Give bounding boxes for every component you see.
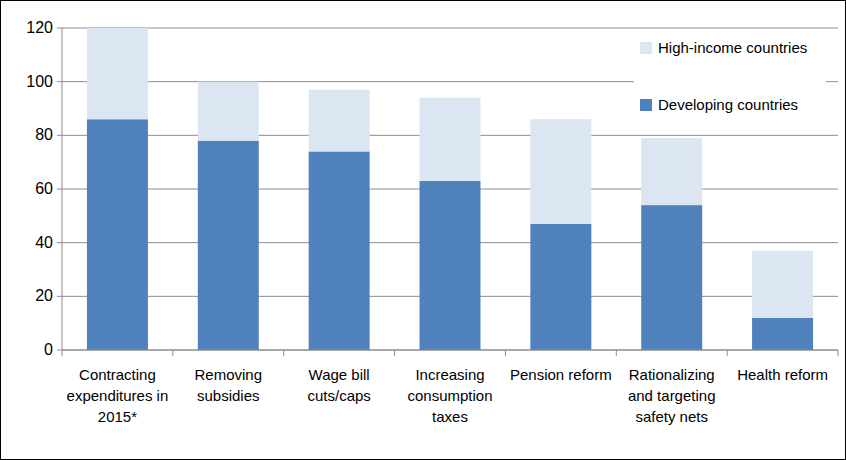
legend-bg — [634, 34, 826, 120]
legend-label: Developing countries — [658, 96, 798, 113]
y-tick-label: 100 — [26, 73, 53, 90]
x-tick-label: Health reform — [737, 366, 828, 383]
y-tick-label: 40 — [35, 234, 53, 251]
x-tick — [727, 350, 728, 356]
bar — [87, 28, 148, 119]
chart: 0 20 40 60 80 100 120 Contracting expenditures i… — [0, 0, 846, 460]
label-line: taxes — [432, 408, 468, 425]
grid-line — [62, 350, 838, 351]
bar — [309, 151, 370, 350]
x-tick — [283, 350, 284, 356]
bar — [420, 181, 481, 350]
bar — [641, 205, 702, 350]
label-line: Rationalizing — [629, 366, 715, 383]
label-line: Wage bill — [309, 366, 370, 383]
y-tick-label: 80 — [35, 126, 53, 143]
bar — [752, 318, 813, 350]
bar — [530, 224, 591, 350]
bar — [530, 119, 591, 224]
y-tick — [57, 28, 62, 29]
label-line: and targeting — [628, 387, 716, 404]
frame — [1, 1, 846, 460]
y-tick-label: 0 — [44, 341, 53, 358]
y-tick-label: 120 — [26, 19, 53, 36]
bar — [198, 141, 259, 350]
bar — [309, 90, 370, 152]
y-tick-label: 60 — [35, 180, 53, 197]
bar — [198, 82, 259, 141]
y-tick — [57, 296, 62, 297]
y-tick — [57, 350, 62, 351]
bar — [641, 138, 702, 205]
label-line: expenditures in — [67, 387, 169, 404]
bar — [87, 119, 148, 350]
label-line: safety nets — [635, 408, 708, 425]
label-line: consumption — [407, 387, 492, 404]
label-line: Removing — [195, 366, 263, 383]
label-line: cuts/caps — [307, 387, 370, 404]
label-line: Increasing — [415, 366, 484, 383]
bar — [420, 98, 481, 181]
y-tick — [57, 189, 62, 190]
grid-line — [62, 28, 838, 29]
x-tick-label: Increasing consumption taxes — [407, 366, 492, 425]
x-tick — [394, 350, 395, 356]
label-line: Pension reform — [510, 366, 612, 383]
y-tick — [57, 135, 62, 136]
x-tick — [616, 350, 617, 356]
x-tick — [505, 350, 506, 356]
legend-swatch — [640, 99, 652, 111]
label-line: 2015* — [98, 408, 137, 425]
x-tick-label: Rationalizing and targeting safety nets — [628, 366, 716, 425]
y-tick — [57, 81, 62, 82]
label-line: Contracting — [79, 366, 156, 383]
label-line: Health reform — [737, 366, 828, 383]
legend: High-income countries Developing countrie… — [634, 34, 826, 120]
x-axis — [62, 350, 838, 351]
x-tick — [172, 350, 173, 356]
x-tick-label: Wage bill cuts/caps — [307, 366, 370, 404]
y-tick-label: 20 — [35, 287, 53, 304]
x-tick-label: Contracting expenditures in 2015* — [67, 366, 169, 425]
legend-label: High-income countries — [658, 39, 807, 56]
label-line: subsidies — [197, 387, 260, 404]
x-tick-label: Removing subsidies — [195, 366, 263, 404]
bar — [752, 251, 813, 318]
x-tick-label: Pension reform — [510, 366, 612, 383]
x-tick — [838, 350, 839, 356]
legend-swatch — [640, 42, 652, 54]
y-tick — [57, 242, 62, 243]
y-axis — [62, 28, 63, 350]
x-tick — [62, 350, 63, 356]
